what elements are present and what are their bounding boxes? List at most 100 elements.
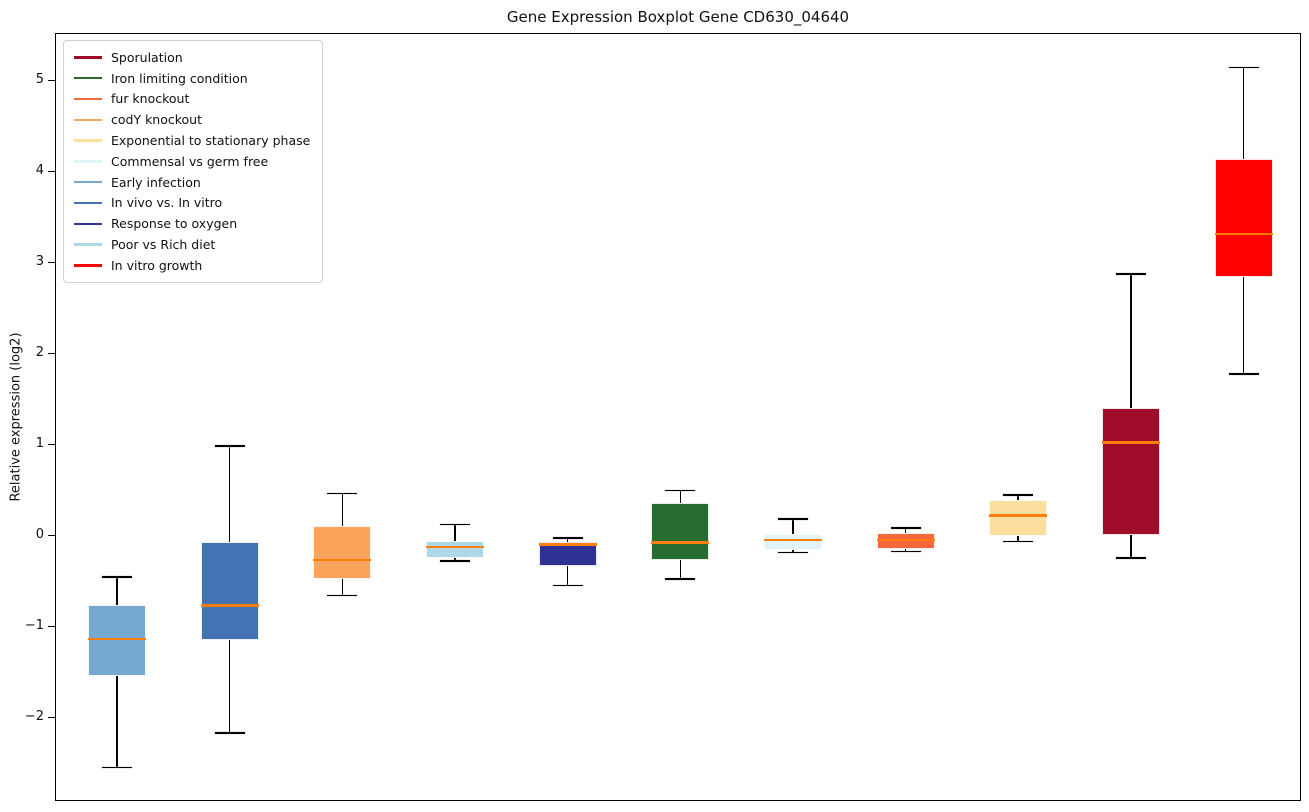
whisker-cap-lower (439, 559, 470, 562)
box-early-infection (88, 605, 146, 677)
legend-item: Commensal vs germ free (74, 151, 310, 172)
whisker-cap-lower (890, 550, 921, 553)
median-line (876, 538, 935, 542)
box-response-to-oxygen (538, 541, 597, 567)
chart-title: Gene Expression Boxplot Gene CD630_04640 (506, 8, 850, 26)
whisker-cap-upper (1115, 273, 1146, 275)
box-poor-vs-rich-diet (425, 540, 484, 559)
whisker-upper (228, 446, 231, 542)
legend-label: In vivo vs. In vitro (111, 195, 223, 211)
legend-label: In vitro growth (111, 257, 203, 273)
whisker-lower (1130, 535, 1132, 559)
box-iron-limiting-condition (651, 503, 710, 560)
legend-color-line (74, 160, 102, 163)
legend-item: fur knockout (74, 89, 310, 110)
y-tick-mark (48, 716, 55, 719)
whisker-cap-lower (777, 551, 808, 554)
legend-color-line (74, 118, 102, 121)
legend-item: codY knockout (74, 109, 310, 130)
legend-color-line (74, 243, 102, 246)
legend-color-line (74, 264, 102, 267)
legend-item: Poor vs Rich diet (74, 234, 310, 255)
y-tick-label: 4 (35, 163, 44, 179)
y-tick-label: 5 (35, 72, 44, 88)
median-line (313, 558, 372, 562)
whisker-cap-upper (439, 523, 470, 526)
whisker-lower (228, 639, 231, 733)
whisker-upper (341, 493, 344, 527)
legend-color-line (74, 97, 102, 101)
whisker-cap-lower (1228, 373, 1259, 376)
median-line (1214, 232, 1273, 236)
whisker-upper (454, 524, 456, 541)
legend-label: Commensal vs germ free (111, 153, 269, 169)
whisker-cap-upper (102, 576, 132, 578)
legend-item: Sporulation (74, 47, 310, 68)
legend-label: codY knockout (111, 112, 203, 128)
legend-color-line (74, 201, 102, 205)
whisker-lower (454, 558, 456, 561)
whisker-lower (679, 559, 682, 579)
whisker-cap-upper (890, 527, 921, 529)
whisker-upper (679, 490, 682, 504)
whisker-cap-lower (214, 731, 245, 734)
box-sporulation (1101, 407, 1160, 536)
legend-label: Early infection (111, 174, 201, 190)
legend-label: Sporulation (111, 49, 183, 65)
legend-item: Response to oxygen (74, 213, 310, 234)
median-line (200, 604, 259, 607)
y-tick-label: 0 (35, 527, 44, 543)
whisker-upper (116, 577, 118, 606)
legend-label: Exponential to stationary phase (111, 133, 311, 149)
median-line (989, 513, 1048, 517)
y-tick-mark (48, 79, 55, 82)
whisker-upper (1017, 495, 1020, 500)
box-fur-knockout (876, 533, 935, 549)
whisker-cap-upper (552, 537, 583, 539)
whisker-lower (566, 566, 569, 586)
y-tick-label: 1 (35, 436, 44, 452)
whisker-upper (792, 518, 794, 535)
whisker-cap-lower (1003, 540, 1034, 543)
median-line (1101, 441, 1160, 444)
whisker-lower (1242, 276, 1245, 375)
legend-color-line (74, 56, 102, 59)
whisker-lower (341, 578, 344, 596)
whisker-cap-upper (665, 489, 696, 492)
y-tick-label: −1 (24, 618, 44, 634)
legend-label: fur knockout (111, 91, 190, 107)
legend-color-line (74, 139, 102, 142)
whisker-cap-upper (777, 518, 808, 520)
whisker-cap-lower (1115, 557, 1146, 559)
y-tick-mark (48, 261, 55, 264)
legend-item: Early infection (74, 172, 310, 193)
whisker-lower (1017, 536, 1020, 542)
legend-color-line (74, 77, 102, 80)
whisker-upper (1242, 67, 1245, 160)
legend-item: Iron limiting condition (74, 68, 310, 89)
box-in-vitro-growth (1214, 159, 1273, 277)
box-exponential-to-stationary-phase (989, 499, 1048, 537)
legend-label: Poor vs Rich diet (111, 237, 216, 253)
legend-label: Iron limiting condition (111, 70, 248, 86)
legend: Sporulation Iron limiting condition fur kn… (63, 40, 324, 283)
whisker-cap-lower (665, 578, 696, 580)
legend-item: Exponential to stationary phase (74, 130, 310, 151)
y-tick-label: 3 (35, 254, 44, 270)
whisker-lower (116, 676, 118, 768)
y-tick-mark (48, 534, 55, 537)
y-tick-mark (48, 443, 55, 446)
whisker-cap-upper (327, 492, 358, 495)
y-tick-label: 2 (35, 345, 44, 361)
legend-color-line (74, 222, 102, 225)
box-cody-knockout (313, 526, 372, 579)
median-line (763, 538, 822, 542)
whisker-upper (904, 528, 907, 534)
box-commensal-vs-germ-free (763, 534, 822, 550)
whisker-cap-lower (327, 594, 358, 597)
legend-item: In vivo vs. In vitro (74, 193, 310, 214)
median-line (425, 545, 484, 549)
y-tick-label: −2 (24, 709, 44, 725)
median-line (651, 541, 710, 544)
